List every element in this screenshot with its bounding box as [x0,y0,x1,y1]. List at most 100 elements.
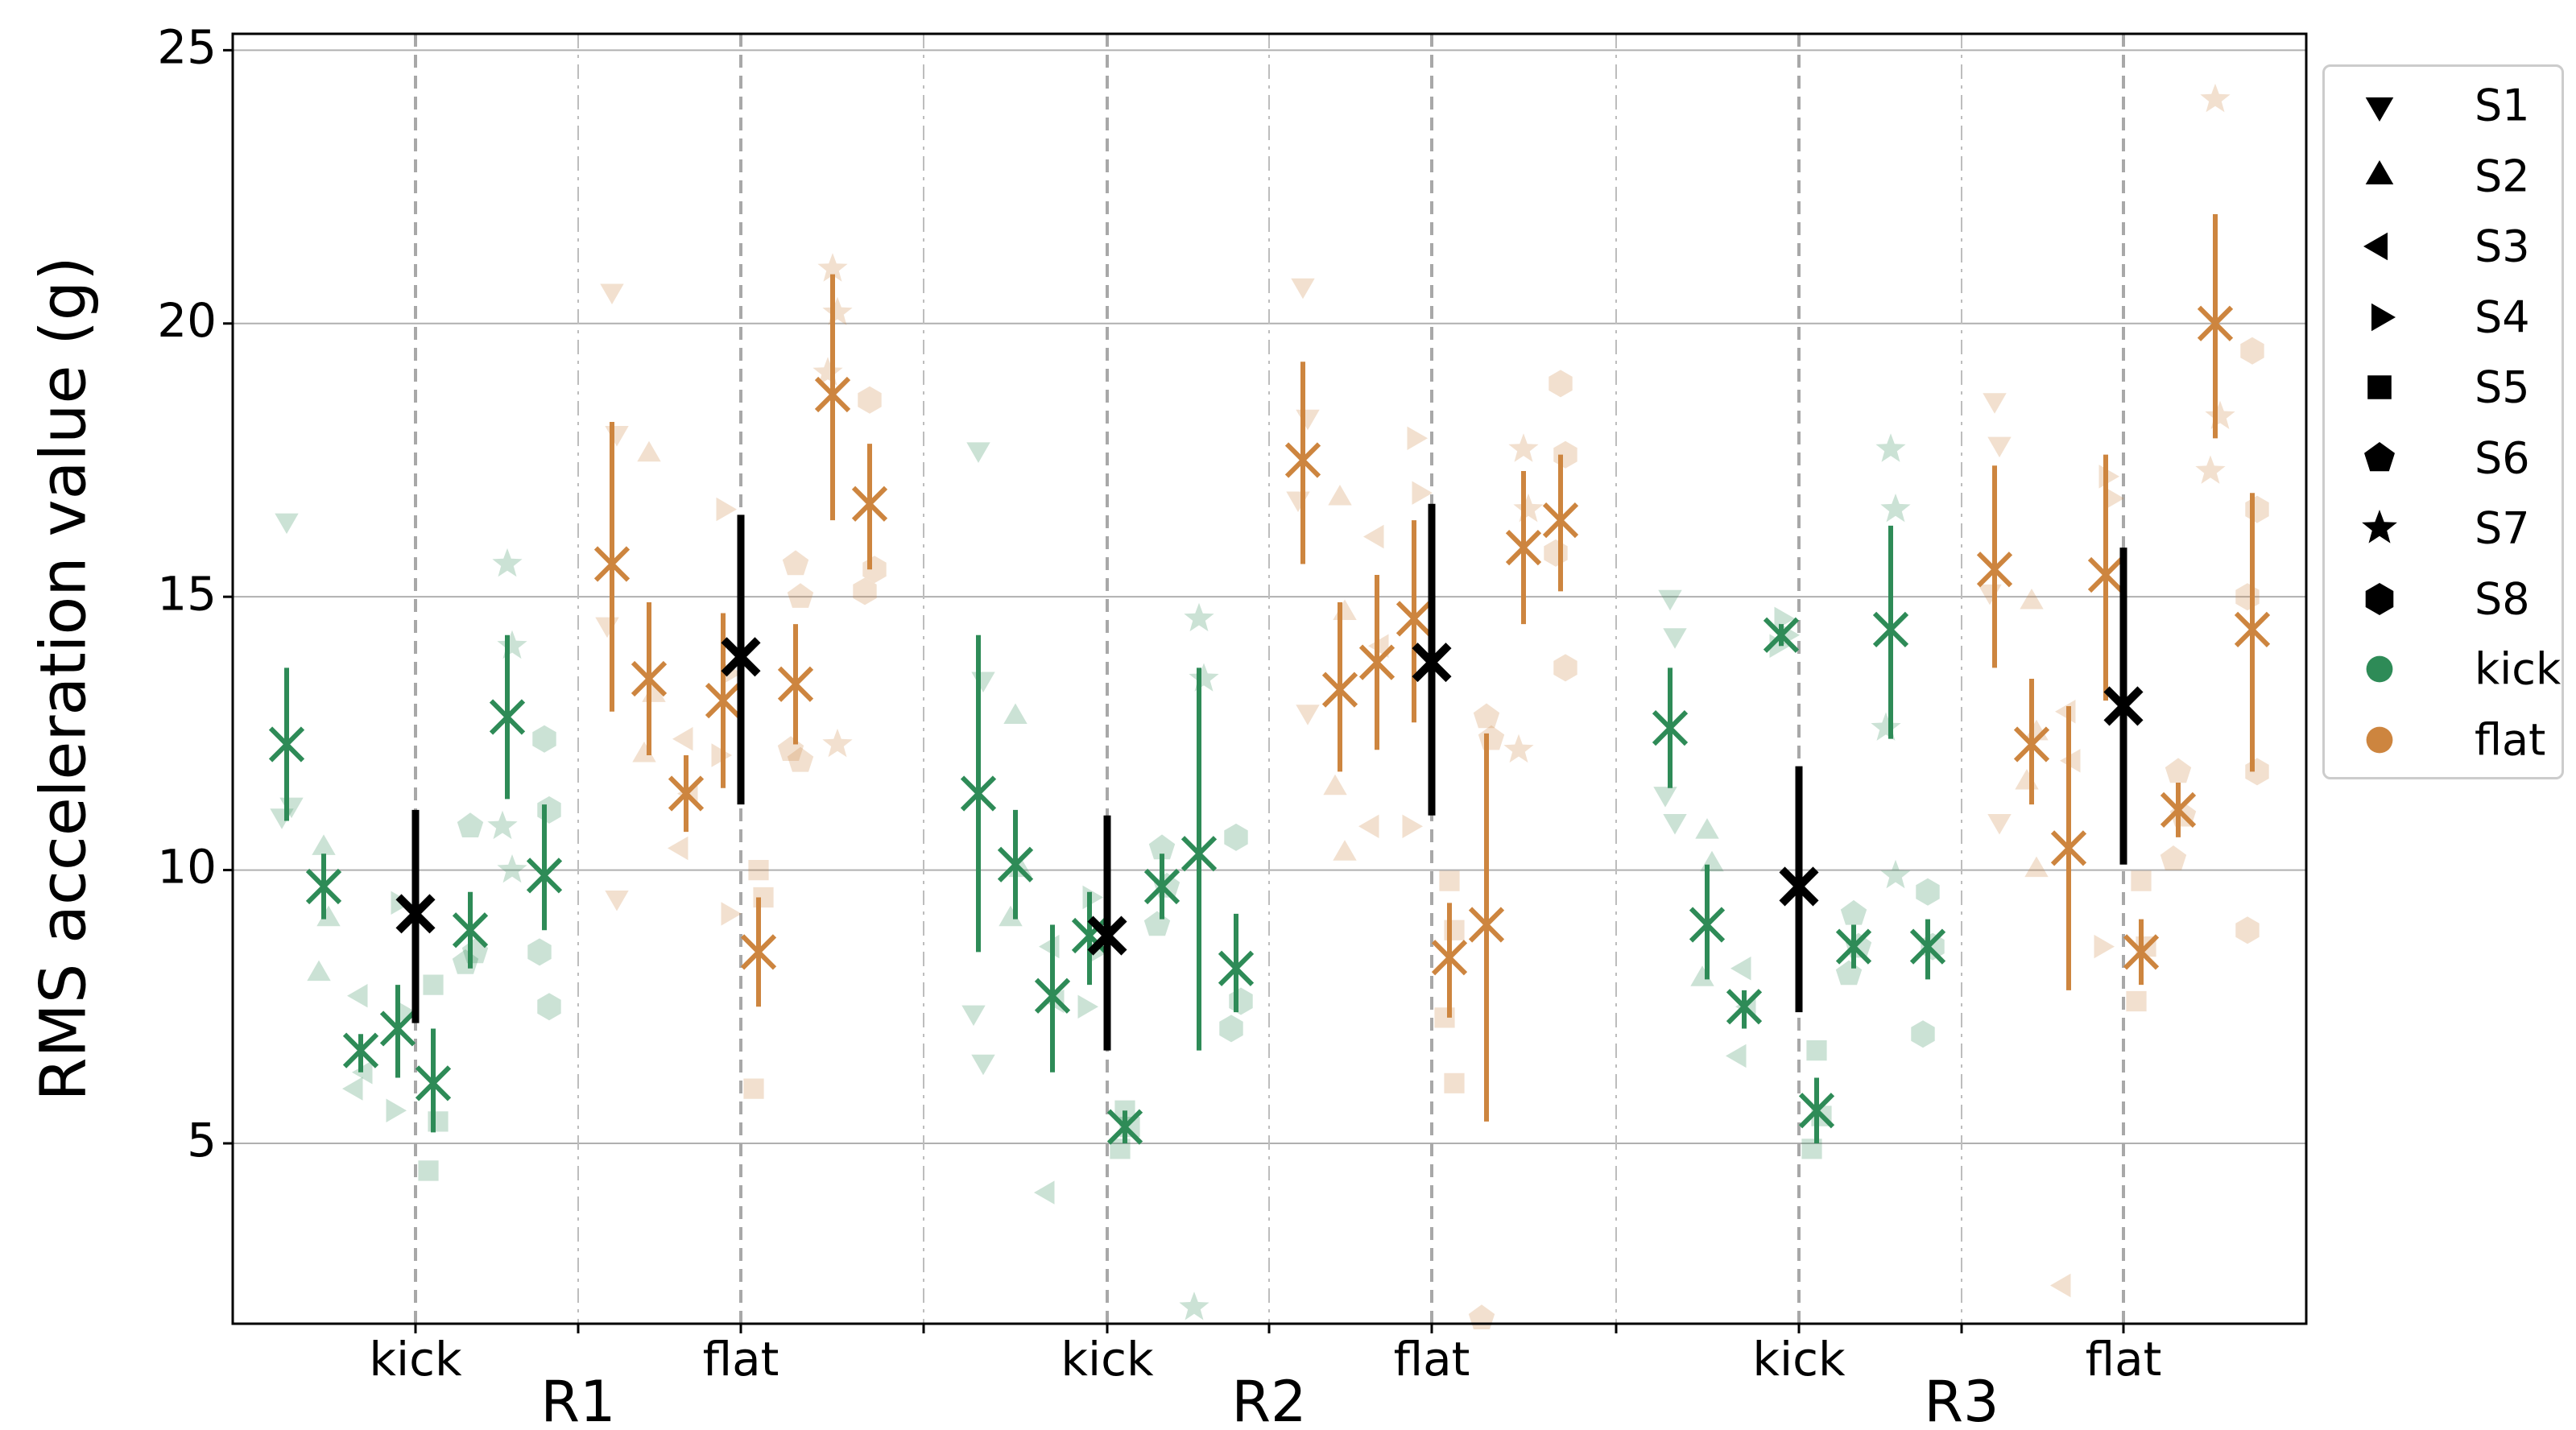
subject-point-s7 [822,728,853,758]
subject-point-s3 [352,1060,373,1085]
subject-point-s1 [1653,787,1677,808]
subject-mean-marker [305,868,342,905]
subject-point-s5 [1439,870,1460,891]
subject-mean-marker [1321,672,1358,708]
subject-mean-marker-stroke [777,666,814,702]
subject-point-s8 [2245,495,2269,523]
x-tick-label-kick: kick [1061,1332,1154,1387]
overall-mean-marker [2103,686,2144,726]
subject-mean-marker-stroke [1321,672,1358,708]
subject-mean-marker [631,660,668,697]
subject-point-s1 [1983,393,2007,414]
subject-point-s7 [1179,1292,1209,1320]
legend-item-s4: S4 [2325,285,2566,349]
subject-mean-marker-stroke [1689,907,1726,943]
subject-mean-marker [1431,940,1468,976]
legend-symbol-circle-icon [2366,655,2393,683]
legend-label: S6 [2475,432,2530,483]
legend-label: S5 [2475,362,2530,413]
subject-mean-marker [2160,791,2197,829]
subject-mean-marker-stroke [631,660,668,697]
subject-mean-marker [452,912,489,949]
subject-point-s6 [1143,911,1171,936]
legend-label: S4 [2475,291,2530,342]
subject-mean-marker-stroke [379,1011,416,1047]
subject-point-s7 [497,630,527,659]
subject-point-s1 [971,672,995,692]
subject-point-s2 [2020,589,2044,610]
legend-item-s6: S6 [2325,426,2566,490]
group-label: R3 [1924,1369,1999,1430]
subject-point-s7 [1875,433,1906,462]
subject-point-s8 [2235,583,2260,611]
subject-point-s4 [1402,814,1423,838]
subject-mean-marker [1726,989,1763,1025]
subject-mean-marker [1798,1093,1835,1129]
subject-mean-marker-stroke [1180,836,1218,872]
legend-item-s8: S8 [2325,567,2566,631]
subject-mean-marker-stroke [668,775,705,812]
subject-mean-marker-stroke [305,868,342,905]
subject-mean-marker-stroke [268,726,305,763]
subject-mean-marker [1284,442,1321,478]
subject-mean-marker [1468,907,1505,943]
legend-marker-circle [2366,726,2393,753]
subject-point-s4 [1412,481,1433,505]
legend-item-s7: S7 [2325,496,2566,560]
subject-mean-marker-stroke [814,376,851,413]
y-tick-label: 20 [157,293,217,348]
subject-point-s2 [1333,599,1357,620]
legend-marker-hexagon [2365,582,2394,615]
subject-point-s8 [1548,370,1573,398]
overall-mean-marker-stroke [1779,866,1819,907]
legend-symbol-square-icon [2367,375,2392,399]
legend-label: S7 [2475,502,2530,554]
subject-mean-marker-stroke [1652,709,1689,746]
subject-point-s7 [1880,494,1911,523]
subject-mean-marker [777,666,814,702]
subject-mean-marker [1358,644,1396,680]
subject-mean-marker [814,376,851,413]
subject-mean-marker-stroke [2013,726,2050,763]
subject-point-s1 [1296,705,1320,725]
subject-mean-marker [1763,617,1800,653]
subject-point-s4 [2098,465,2119,489]
subject-point-s1 [1663,814,1687,835]
subject-point-s3 [1034,1180,1055,1205]
overall-mean-marker [1779,866,1819,907]
subject-point-s4 [2094,934,2115,959]
subject-point-s2 [1690,965,1714,986]
subject-point-s7 [817,253,848,282]
subject-mean-marker-stroke [1106,1109,1143,1145]
subject-point-s4 [2103,486,2124,510]
subject-point-s3 [1726,1044,1747,1068]
subject-point-s8 [2235,916,2260,944]
subject-point-s8 [1544,539,1568,567]
subject-point-s4 [386,1098,407,1122]
subject-point-s2 [307,960,331,982]
legend-label: S1 [2475,80,2530,131]
legend-label: S2 [2475,151,2530,201]
subject-point-s8 [2245,758,2269,786]
subject-mean-marker [1143,868,1180,905]
subject-mean-marker-stroke [526,858,563,894]
subject-point-s2 [637,440,661,462]
subject-point-s7 [487,810,518,840]
subject-point-s3 [2055,700,2076,724]
subject-point-s4 [1082,885,1103,910]
overall-mean-marker [1087,915,1127,956]
subject-point-s6 [787,583,814,608]
subject-point-s8 [1916,878,1940,906]
legend-symbol-circle-icon [2366,726,2393,753]
subject-point-s7 [492,548,523,577]
subject-point-s6 [1473,703,1500,729]
legend-symbol-triangle-left-icon [2363,232,2388,261]
subject-point-s8 [1553,440,1577,469]
subject-mean-marker [740,934,777,970]
subject-point-s1 [1978,584,2002,605]
overall-mean-marker [1412,643,1452,683]
subject-mean-marker [960,775,997,812]
subject-point-s2 [1695,818,1719,839]
subject-mean-marker [668,775,705,812]
